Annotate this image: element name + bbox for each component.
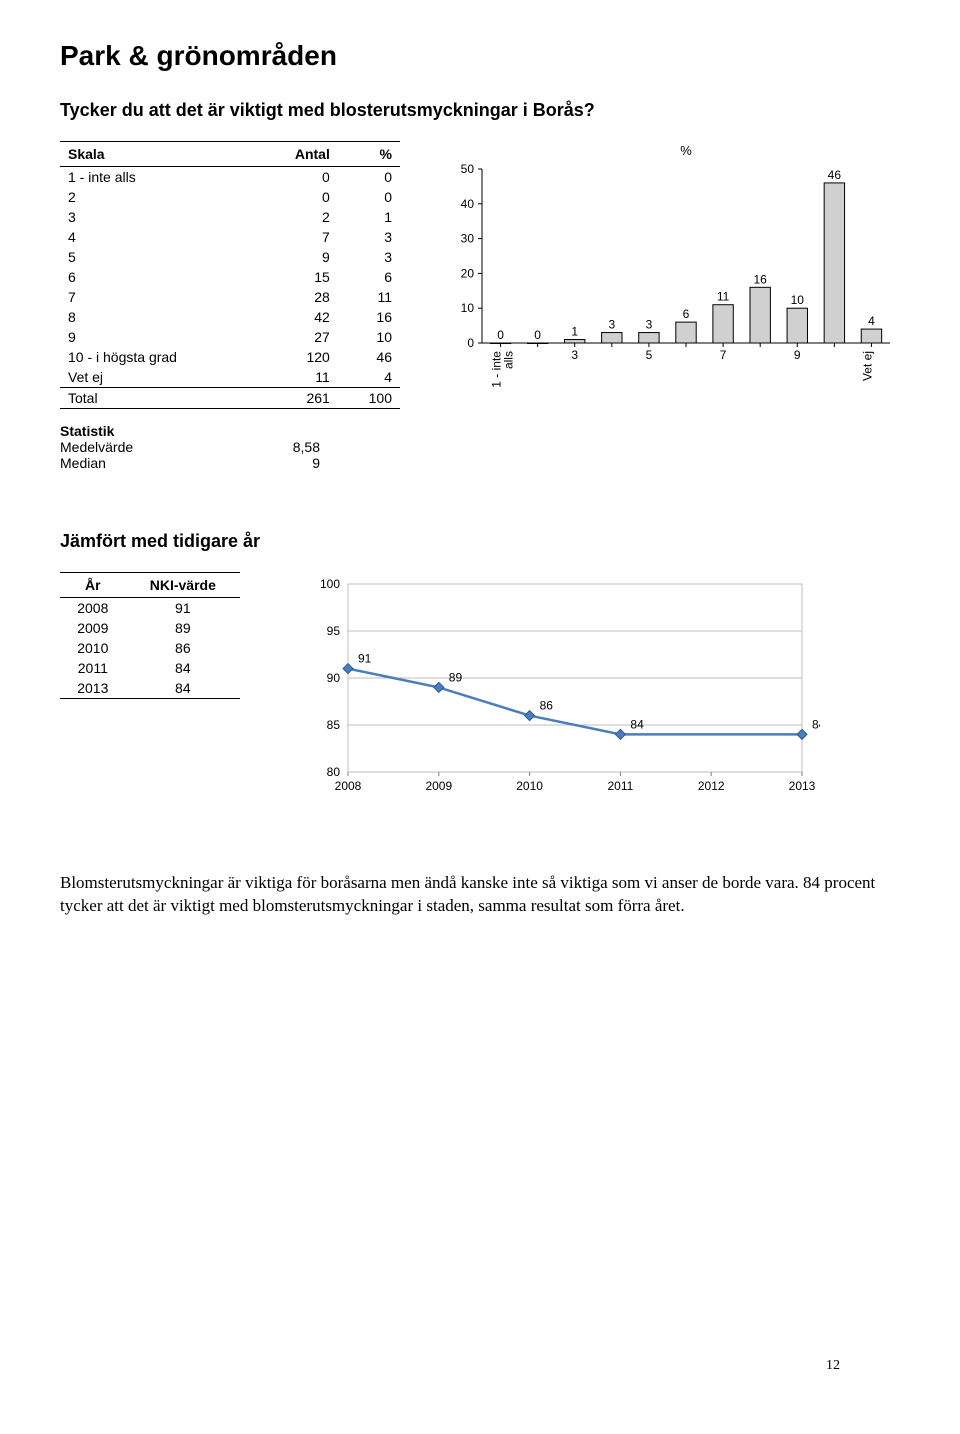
svg-text:89: 89 <box>449 670 463 684</box>
table-row: 92710 <box>60 327 400 347</box>
table-row: 201086 <box>60 638 240 658</box>
svg-text:84: 84 <box>630 717 644 731</box>
svg-text:50: 50 <box>461 162 475 176</box>
statistik-block: Statistik Medelvärde8,58Median9 <box>60 423 400 471</box>
nki-table-wrap: ÅrNKI-värde 2008912009892010862011842013… <box>60 572 240 699</box>
table-row: 6156 <box>60 267 400 287</box>
svg-text:2011: 2011 <box>607 779 633 793</box>
line-chart: 80 85 90 95 100 2008 2009 2010 2011 2012 2013 91 89 8… <box>300 572 900 802</box>
skala-table: SkalaAntal% 1 - inte alls002003214735936… <box>60 141 400 409</box>
svg-text:95: 95 <box>327 624 341 638</box>
svg-text:0: 0 <box>467 336 474 350</box>
svg-text:%: % <box>680 143 692 158</box>
table-row: 200989 <box>60 618 240 638</box>
table-row: 10 - i högsta grad12046 <box>60 347 400 367</box>
svg-text:20: 20 <box>461 266 475 280</box>
svg-text:Vet ej: Vet ej <box>860 351 874 381</box>
page-number: 12 <box>826 1358 840 1374</box>
svg-text:2010: 2010 <box>516 779 543 793</box>
svg-text:84: 84 <box>812 717 820 731</box>
svg-text:10: 10 <box>791 293 805 307</box>
page-title: Park & grönområden <box>60 40 900 72</box>
question-heading: Tycker du att det är viktigt med bloster… <box>60 100 900 121</box>
bar-chart: % 0 10 20 30 40 50 0 0 1 3 3 6 11 16 10 46 4 1 - intealls 3… <box>440 141 900 401</box>
svg-text:3: 3 <box>571 348 578 362</box>
table-row: 84216 <box>60 307 400 327</box>
table-row: Vet ej114 <box>60 367 400 388</box>
svg-text:86: 86 <box>540 699 554 713</box>
svg-text:90: 90 <box>327 671 341 685</box>
table-row: 321 <box>60 207 400 227</box>
svg-text:40: 40 <box>461 197 475 211</box>
svg-text:1 - intealls: 1 - intealls <box>490 351 516 388</box>
table-row: 201184 <box>60 658 240 678</box>
table-header: NKI-värde <box>126 573 240 598</box>
svg-text:11: 11 <box>717 290 730 304</box>
body-paragraph: Blomsterutsmyckningar är viktiga för bor… <box>60 872 900 918</box>
svg-text:80: 80 <box>327 765 341 779</box>
svg-text:7: 7 <box>720 348 727 362</box>
jamfort-section: Jämfört med tidigare år ÅrNKI-värde 2008… <box>60 531 900 802</box>
table-header: Skala <box>60 142 257 167</box>
table-row: 200891 <box>60 598 240 619</box>
table-row: 200 <box>60 187 400 207</box>
svg-text:9: 9 <box>794 348 801 362</box>
table-row: 72811 <box>60 287 400 307</box>
statistik-title: Statistik <box>60 423 400 439</box>
svg-text:16: 16 <box>754 272 768 286</box>
svg-text:2013: 2013 <box>789 779 816 793</box>
table-row: 201384 <box>60 678 240 699</box>
svg-text:91: 91 <box>358 652 372 666</box>
stat-row: Median9 <box>60 455 320 471</box>
svg-text:100: 100 <box>320 577 340 591</box>
svg-text:5: 5 <box>646 348 653 362</box>
svg-text:6: 6 <box>683 307 690 321</box>
svg-text:2012: 2012 <box>698 779 725 793</box>
svg-text:1: 1 <box>571 325 578 339</box>
table-total-row: Total261100 <box>60 388 400 409</box>
table-row: 473 <box>60 227 400 247</box>
jamfort-heading: Jämfört med tidigare år <box>60 531 900 552</box>
table-header: % <box>338 142 400 167</box>
top-section: SkalaAntal% 1 - inte alls002003214735936… <box>60 141 900 471</box>
svg-text:46: 46 <box>828 168 842 182</box>
svg-text:3: 3 <box>608 318 615 332</box>
table-header: År <box>60 573 126 598</box>
table-row: 593 <box>60 247 400 267</box>
svg-text:10: 10 <box>461 301 475 315</box>
svg-text:0: 0 <box>534 328 541 342</box>
svg-text:0: 0 <box>497 328 504 342</box>
table-row: 1 - inte alls00 <box>60 167 400 188</box>
svg-text:3: 3 <box>646 318 653 332</box>
svg-text:2009: 2009 <box>425 779 452 793</box>
svg-text:85: 85 <box>327 718 341 732</box>
stat-row: Medelvärde8,58 <box>60 439 320 455</box>
svg-text:2008: 2008 <box>335 779 362 793</box>
skala-table-wrap: SkalaAntal% 1 - inte alls002003214735936… <box>60 141 400 471</box>
svg-text:30: 30 <box>461 232 475 246</box>
table-header: Antal <box>257 142 338 167</box>
svg-text:4: 4 <box>868 314 875 328</box>
nki-table: ÅrNKI-värde 2008912009892010862011842013… <box>60 572 240 699</box>
